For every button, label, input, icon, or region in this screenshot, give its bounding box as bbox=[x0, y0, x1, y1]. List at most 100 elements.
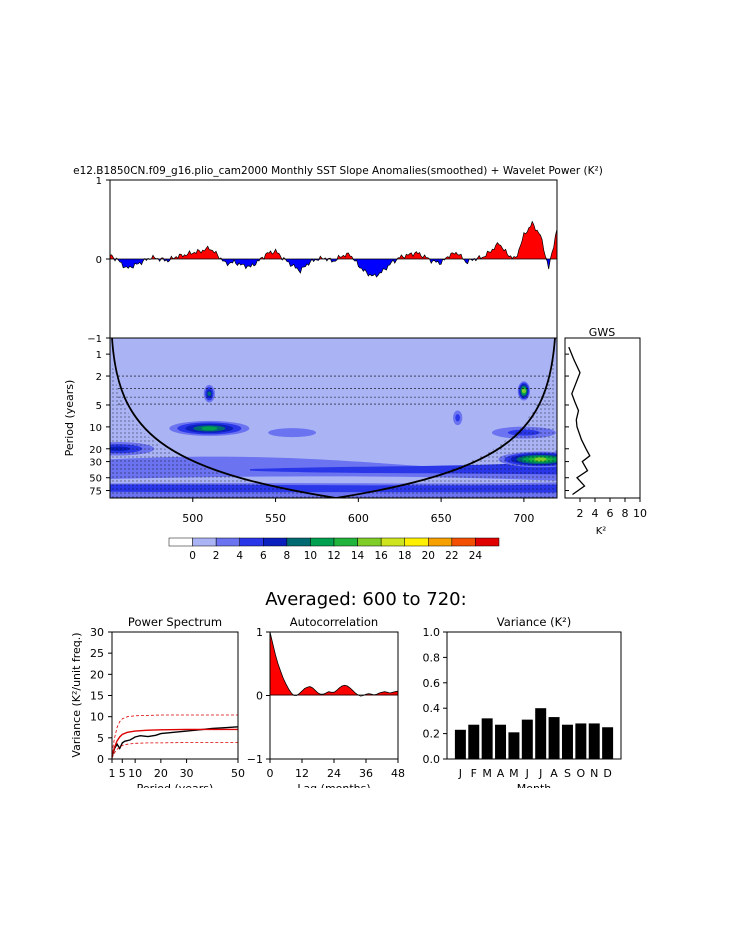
colorbar-swatch bbox=[263, 537, 288, 547]
colorbar-label: 4 bbox=[236, 550, 243, 562]
power-spectrum-ytick-label: 15 bbox=[90, 690, 104, 703]
variance-xtick-label: A bbox=[497, 767, 505, 780]
wavelet-xtick-label: 600 bbox=[348, 512, 369, 525]
variance-bar bbox=[481, 718, 493, 759]
power-spectrum-xtick-label: 5 bbox=[119, 767, 126, 780]
colorbar-label: 10 bbox=[304, 550, 317, 562]
variance-bar bbox=[508, 732, 520, 759]
wavelet-panel: 1 2 5 10 20 30 50 75 500 550 600 650 700 Period (ye… bbox=[63, 337, 558, 525]
colorbar-swatch bbox=[333, 537, 358, 547]
variance-bar bbox=[575, 723, 587, 759]
colorbar-label: 18 bbox=[398, 550, 411, 562]
colorbar-label: 12 bbox=[327, 550, 340, 562]
wavelet-ytick-label: 50 bbox=[89, 474, 102, 485]
autocorrelation-xtick-label: 48 bbox=[391, 767, 405, 780]
autocorrelation-title: Autocorrelation bbox=[290, 615, 378, 629]
wavelet-ylabel: Period (years) bbox=[63, 380, 76, 457]
power-spectrum-series bbox=[111, 742, 238, 759]
power-spectrum-ytick-label: 5 bbox=[97, 732, 104, 745]
wavelet-contour bbox=[207, 391, 212, 396]
power-spectrum-ytick-label: 20 bbox=[90, 668, 104, 681]
gws-xtick-label: 2 bbox=[577, 507, 584, 520]
wavelet-ytick-label: 1 bbox=[96, 350, 102, 361]
wavelet-contour bbox=[201, 426, 218, 431]
variance-bar bbox=[521, 719, 533, 759]
colorbar-label: 20 bbox=[422, 550, 435, 562]
colorbar-swatch bbox=[286, 537, 311, 547]
autocorrelation-ytick-label: −1 bbox=[247, 753, 263, 766]
variance-ytick-label: 0.0 bbox=[423, 753, 441, 766]
colorbar-label: 0 bbox=[189, 550, 196, 562]
power-spectrum-ytick-label: 30 bbox=[90, 626, 104, 639]
variance-xtick-label: A bbox=[550, 767, 558, 780]
variance-bar bbox=[561, 724, 573, 759]
power-spectrum-title: Power Spectrum bbox=[128, 615, 222, 629]
power-spectrum-series bbox=[111, 728, 238, 756]
variance-bar bbox=[535, 708, 547, 759]
wavelet-ytick-label: 5 bbox=[96, 401, 102, 412]
variance-bar bbox=[588, 723, 600, 759]
colorbar-label: 16 bbox=[374, 550, 388, 562]
variance-ytick-label: 0.8 bbox=[423, 651, 441, 664]
colorbar-swatch bbox=[357, 537, 382, 547]
colorbar: 0 2 4 6 8 10 12 14 16 18 20 22 24 bbox=[168, 537, 500, 562]
autocorrelation-xtick-label: 36 bbox=[359, 767, 373, 780]
variance-xtick-label: S bbox=[564, 767, 571, 780]
power-spectrum-xtick-label: 20 bbox=[154, 767, 168, 780]
autocorrelation-xtick-label: 24 bbox=[327, 767, 341, 780]
power-spectrum-xtick-label: 50 bbox=[231, 767, 245, 780]
timeseries-line bbox=[110, 220, 557, 278]
power-spectrum-ytick-label: 10 bbox=[90, 711, 104, 724]
colorbar-swatch bbox=[451, 537, 476, 547]
wavelet-contour bbox=[268, 428, 317, 438]
wavelet-contour bbox=[455, 414, 460, 422]
variance-xtick-label: F bbox=[471, 767, 477, 780]
variance-xtick-label: J bbox=[538, 767, 542, 780]
colorbar-label: 24 bbox=[469, 550, 483, 562]
wavelet-ytick-label: 10 bbox=[89, 423, 102, 434]
variance-title: Variance (K²) bbox=[497, 615, 571, 629]
variance-xtick-label: J bbox=[458, 767, 462, 780]
variance-bar bbox=[468, 724, 480, 759]
averaged-label: Averaged: 600 to 720: bbox=[265, 589, 466, 610]
variance-bar bbox=[495, 724, 507, 759]
variance-xtick-label: M bbox=[509, 767, 519, 780]
variance-xtick-label: N bbox=[590, 767, 598, 780]
wavelet-ytick-label: 20 bbox=[89, 445, 102, 456]
autocorrelation-xtick-label: 0 bbox=[267, 767, 274, 780]
power-spectrum-ytick-label: 25 bbox=[90, 647, 104, 660]
colorbar-label: 14 bbox=[351, 550, 365, 562]
variance-xtick-label: D bbox=[603, 767, 611, 780]
timeseries-ytick-label: 0 bbox=[96, 255, 102, 266]
colorbar-swatch bbox=[404, 537, 429, 547]
timeseries-ytick-label: 1 bbox=[96, 176, 102, 187]
colorbar-label: 22 bbox=[445, 550, 458, 562]
colorbar-swatch bbox=[192, 537, 217, 547]
power-spectrum-series bbox=[111, 714, 238, 753]
wavelet-ytick-label: 30 bbox=[89, 458, 102, 469]
variance-bar bbox=[602, 727, 614, 759]
gws-xtick-label: 4 bbox=[592, 507, 599, 520]
autocorrelation-area bbox=[270, 632, 398, 696]
timeseries-ytick-label: −1 bbox=[87, 334, 102, 345]
wavelet-xtick-label: 500 bbox=[182, 512, 203, 525]
wavelet-contour bbox=[521, 388, 526, 393]
colorbar-swatch bbox=[428, 537, 453, 547]
colorbar-swatch bbox=[239, 537, 264, 547]
power-spectrum-xtick-label: 1 bbox=[109, 767, 116, 780]
gws-xtick-label: 10 bbox=[633, 507, 647, 520]
colorbar-swatch bbox=[168, 537, 193, 547]
wavelet-ytick-label: 75 bbox=[89, 487, 102, 498]
autocorrelation-ytick-label: 0 bbox=[256, 690, 263, 703]
autocorrelation-ytick-label: 1 bbox=[256, 626, 263, 639]
wavelet-xtick-label: 700 bbox=[513, 512, 534, 525]
colorbar-swatch bbox=[310, 537, 335, 547]
autocorrelation-xtick-label: 12 bbox=[295, 767, 309, 780]
variance-xtick-label: O bbox=[577, 767, 586, 780]
colorbar-label: 6 bbox=[260, 550, 267, 562]
power-spectrum-ytick-label: 0 bbox=[97, 753, 104, 766]
gws-panel: GWS 2 4 6 8 10 K² bbox=[564, 326, 647, 537]
gws-xtick-label: 6 bbox=[607, 507, 614, 520]
